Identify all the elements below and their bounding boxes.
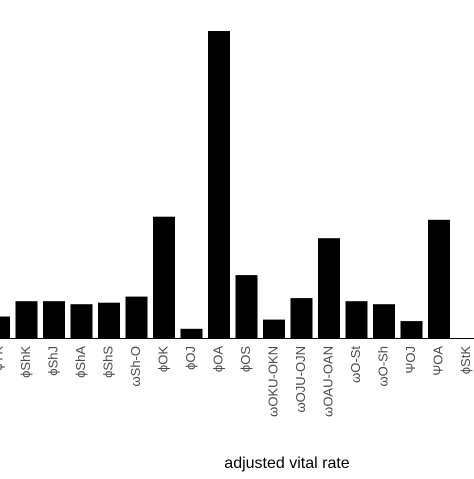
bar-2	[43, 301, 65, 338]
bar-10	[263, 319, 285, 338]
x-axis-label: adjusted vital rate	[224, 455, 350, 472]
x-tick-label-4: ϕShS	[100, 346, 115, 378]
bar-15	[400, 321, 423, 338]
x-tick-label-1: ϕShK	[18, 346, 33, 378]
bar-16	[428, 219, 450, 338]
bar-1	[15, 301, 38, 338]
bars-group	[0, 31, 450, 338]
x-tick-label-9: ϕOS	[238, 346, 253, 372]
x-tick-label-7: ϕOJ	[183, 346, 198, 370]
x-tick-label-17: ϕStK	[458, 346, 473, 375]
bar-5	[125, 296, 148, 338]
bar-0	[0, 316, 10, 338]
bar-13	[345, 301, 368, 338]
bar-11	[290, 298, 313, 338]
x-tick-label-2: ϕShJ	[45, 346, 60, 376]
bar-14	[373, 304, 395, 338]
x-tick-label-6: ϕOK	[155, 346, 170, 372]
x-tick-label-14: ωO-Sh	[375, 346, 390, 387]
x-tick-label-12: ωOAU-OAN	[320, 346, 335, 417]
bar-9	[235, 275, 258, 338]
x-tick-label-16: ΨOA	[430, 346, 445, 376]
x-tick-label-11: ωOJU-OJN	[293, 346, 308, 412]
x-tick-labels: ϕYK ϕShK ϕShJ ϕShA ϕShS ωSh-O ϕOK ϕOJ ϕOA ϕOS ωOKU…	[0, 346, 473, 417]
bar-3	[70, 304, 93, 338]
x-tick-label-13: ωO-St	[348, 346, 363, 383]
bar-7	[180, 328, 203, 338]
x-tick-label-0: ϕYK	[0, 346, 5, 371]
bar-4	[98, 302, 120, 338]
x-tick-label-10: ωOKU-OKN	[265, 346, 280, 417]
x-tick-label-15: ΨOJ	[403, 346, 418, 373]
x-tick-label-5: ωSh-O	[128, 346, 143, 387]
bar-12	[318, 238, 340, 338]
x-tick-label-8: ϕOA	[210, 346, 225, 372]
x-tick-label-3: ϕShA	[73, 346, 88, 378]
bar-8	[208, 31, 230, 338]
bar-6	[153, 216, 175, 338]
